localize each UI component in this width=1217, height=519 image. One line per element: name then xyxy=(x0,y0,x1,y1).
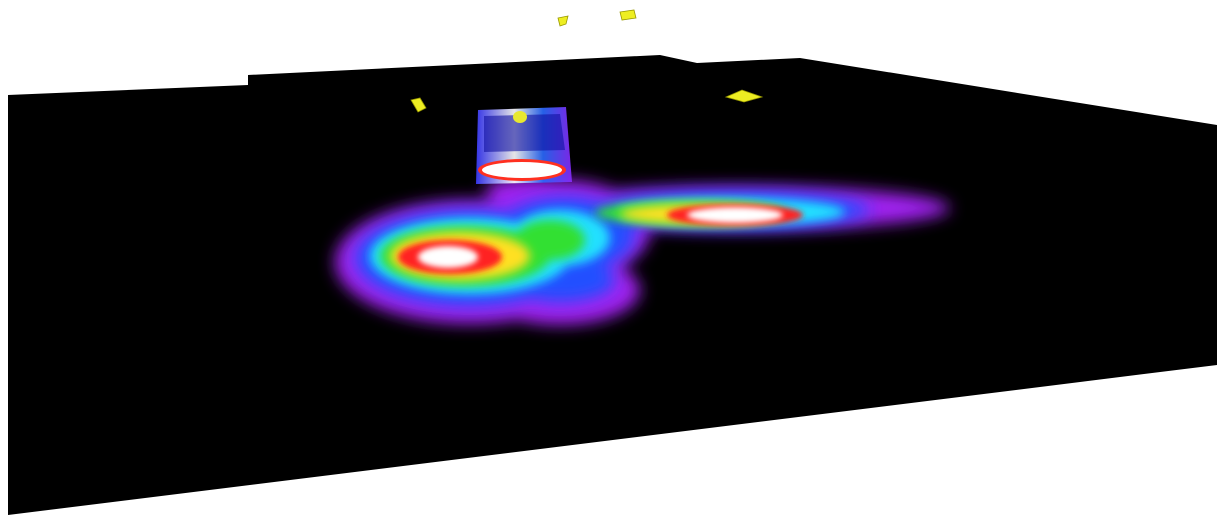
heat-white xyxy=(418,207,783,268)
heatmap xyxy=(335,178,950,325)
box-fixture xyxy=(476,107,572,184)
luminaires xyxy=(410,9,764,113)
